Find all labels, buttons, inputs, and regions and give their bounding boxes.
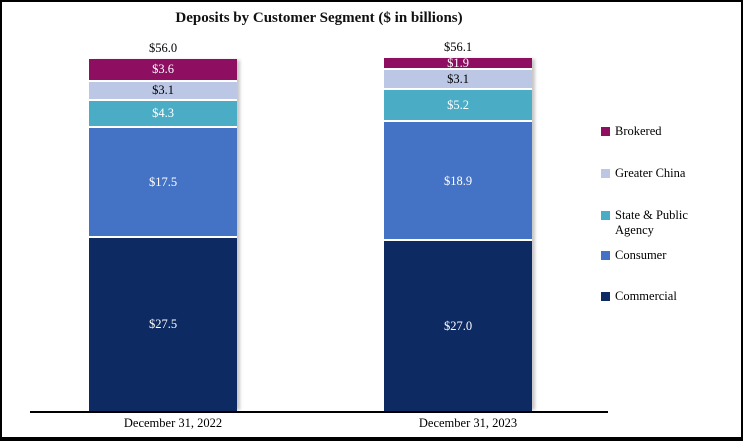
legend-marker-greater-china-icon bbox=[601, 169, 610, 178]
segment-value-label: $3.6 bbox=[152, 62, 174, 77]
legend-marker-commercial-icon bbox=[601, 292, 610, 301]
segment-value-label: $17.5 bbox=[148, 174, 178, 189]
segment-value-label: $3.1 bbox=[152, 83, 174, 98]
bar-segment-commercial: $27.0 bbox=[384, 241, 532, 411]
legend-label: Consumer bbox=[615, 248, 667, 262]
legend-label: Commercial bbox=[615, 289, 677, 303]
legend-label: State & Public Agency bbox=[615, 208, 688, 237]
bar-segment-state-public-agency: $5.2 bbox=[384, 89, 532, 123]
x-axis-baseline bbox=[30, 411, 608, 413]
segment-value-label: $27.0 bbox=[443, 318, 473, 333]
legend-item-state-public-agency: State & Public Agency bbox=[601, 208, 720, 238]
legend-marker-consumer-icon bbox=[601, 251, 610, 260]
legend-label: Greater China bbox=[615, 166, 686, 180]
bar-total-label-2022: $56.0 bbox=[148, 41, 178, 55]
bar-segment-consumer: $18.9 bbox=[384, 122, 532, 242]
segment-value-label: $4.3 bbox=[152, 106, 174, 121]
bar-segment-greater-china: $3.1 bbox=[89, 81, 237, 102]
legend-item-greater-china: Greater China bbox=[601, 166, 720, 181]
x-axis-label-2023: December 31, 2023 bbox=[418, 416, 518, 430]
segment-value-label: $27.5 bbox=[148, 317, 178, 332]
bar-total-label-2023: $56.1 bbox=[443, 40, 473, 54]
chart-title: Deposits by Customer Segment ($ in billi… bbox=[175, 10, 463, 26]
bar-segment-commercial: $27.5 bbox=[89, 238, 237, 411]
legend-marker-state-public-agency-icon bbox=[601, 211, 610, 220]
legend-item-consumer: Consumer bbox=[601, 248, 720, 263]
segment-value-label: $3.1 bbox=[447, 71, 469, 86]
legend-item-brokered: Brokered bbox=[601, 124, 720, 139]
stacked-bar-2022: $27.5 $17.5 $4.3 $3.1 $3.6 bbox=[89, 59, 237, 411]
bar-segment-brokered: $3.6 bbox=[89, 59, 237, 82]
bar-segment-greater-china: $3.1 bbox=[384, 70, 532, 90]
legend-label: Brokered bbox=[615, 124, 662, 138]
bar-segment-brokered: $1.9 bbox=[384, 56, 532, 71]
bar-segment-consumer: $17.5 bbox=[89, 128, 237, 239]
legend-marker-brokered-icon bbox=[601, 127, 610, 136]
bar-segment-state-public-agency: $4.3 bbox=[89, 101, 237, 129]
x-axis-label-2022: December 31, 2022 bbox=[123, 416, 223, 430]
segment-value-label: $1.9 bbox=[447, 56, 469, 71]
stacked-bar-2023: $27.0 $18.9 $5.2 $3.1 $1.9 bbox=[384, 56, 532, 411]
legend-item-commercial: Commercial bbox=[601, 289, 720, 304]
segment-value-label: $18.9 bbox=[443, 173, 473, 188]
segment-value-label: $5.2 bbox=[447, 97, 469, 112]
